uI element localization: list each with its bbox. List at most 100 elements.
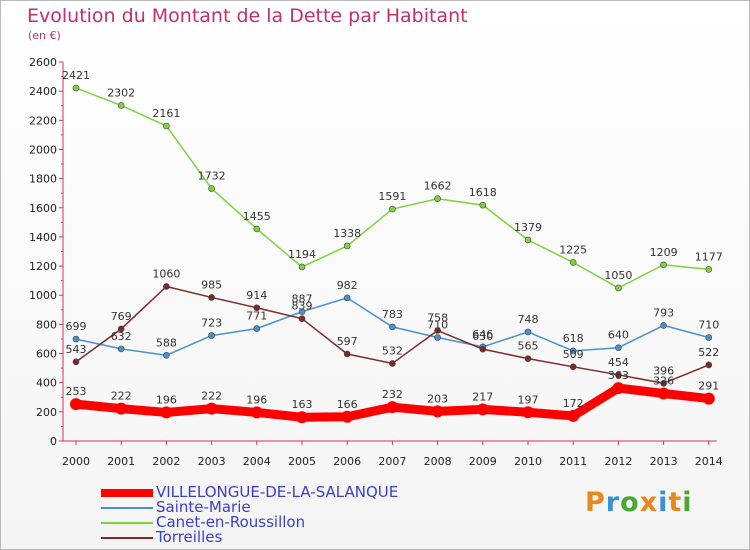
data-label: 839 <box>292 300 313 313</box>
data-point <box>569 363 577 371</box>
data-point <box>72 358 80 366</box>
data-point <box>250 406 263 419</box>
data-label: 232 <box>382 388 403 401</box>
data-point <box>615 284 622 292</box>
data-point <box>163 351 170 359</box>
data-label: 396 <box>653 364 674 377</box>
data-label: 632 <box>111 330 132 343</box>
data-label: 222 <box>111 390 132 403</box>
data-label: 887 <box>292 293 313 306</box>
data-point <box>115 402 128 415</box>
legend-swatch <box>101 522 153 524</box>
y-tick-label: 2400 <box>29 85 57 98</box>
data-label: 253 <box>66 385 87 398</box>
data-point <box>569 259 577 266</box>
data-point <box>522 406 534 419</box>
data-point <box>567 409 580 422</box>
data-label: 509 <box>563 348 584 361</box>
chart-title: Evolution du Montant de la Dette par Hab… <box>27 5 468 27</box>
y-tick-label: 2000 <box>29 143 57 156</box>
data-label: 1379 <box>514 221 542 234</box>
data-point <box>72 84 80 92</box>
data-label: 2421 <box>62 69 90 82</box>
data-label: 326 <box>653 374 674 387</box>
data-label: 172 <box>563 397 584 410</box>
data-point <box>705 361 713 369</box>
data-point <box>702 392 715 405</box>
data-point <box>479 345 487 353</box>
data-point <box>569 347 577 355</box>
x-tick-label: 2004 <box>243 455 271 468</box>
data-point <box>389 205 396 213</box>
chart-subtitle: (en €) <box>28 29 61 42</box>
data-point <box>615 371 622 379</box>
data-point <box>660 379 667 387</box>
y-tick-label: 1000 <box>29 289 57 302</box>
y-tick-label: 1200 <box>29 260 57 273</box>
data-label: 914 <box>246 289 267 302</box>
data-label: 1732 <box>198 170 226 183</box>
legend-swatch <box>101 507 153 509</box>
data-point <box>298 315 306 322</box>
data-label: 985 <box>201 278 222 291</box>
legend-label: Torreilles <box>156 528 223 546</box>
data-label: 699 <box>66 320 87 333</box>
data-point <box>386 401 399 414</box>
x-tick-label: 2005 <box>288 455 316 468</box>
data-label: 646 <box>472 328 493 341</box>
data-point <box>657 387 670 400</box>
data-label: 748 <box>518 313 539 326</box>
data-label: 588 <box>156 336 177 349</box>
data-label: 1618 <box>469 186 497 199</box>
data-point <box>72 335 80 343</box>
x-tick-label: 2000 <box>62 455 90 468</box>
data-point <box>70 398 82 411</box>
x-tick-label: 2009 <box>469 455 497 468</box>
data-label: 1050 <box>604 269 632 282</box>
data-point <box>205 402 218 415</box>
y-tick-label: 400 <box>36 377 57 390</box>
data-label: 723 <box>201 317 222 330</box>
data-point <box>612 382 625 395</box>
data-point <box>389 360 396 367</box>
data-label: 710 <box>427 319 448 332</box>
data-point <box>253 225 261 233</box>
x-tick-label: 2013 <box>650 455 678 468</box>
data-point <box>434 327 441 334</box>
x-tick-label: 2007 <box>378 455 406 468</box>
data-point <box>479 201 487 209</box>
x-tick-label: 2003 <box>198 455 226 468</box>
data-point <box>524 236 532 244</box>
brand-logo: Proxiti <box>585 487 693 518</box>
y-tick-label: 0 <box>50 435 57 448</box>
data-label: 2302 <box>107 86 135 99</box>
x-tick-label: 2008 <box>424 455 452 468</box>
data-label: 1662 <box>424 180 452 193</box>
data-point <box>343 242 351 250</box>
y-tick-label: 200 <box>36 406 57 419</box>
data-point <box>476 403 489 416</box>
data-point <box>524 355 532 362</box>
data-label: 783 <box>382 308 403 321</box>
data-point <box>208 185 215 192</box>
data-point <box>117 102 125 109</box>
data-point <box>163 122 170 130</box>
data-label: 363 <box>608 369 629 382</box>
legend-label: Canet-en-Roussillon <box>156 513 306 531</box>
data-label: 771 <box>246 310 267 323</box>
y-tick-label: 1800 <box>29 173 57 186</box>
y-tick-label: 1400 <box>29 231 57 244</box>
data-label: 196 <box>246 393 267 406</box>
data-label: 1338 <box>333 227 361 240</box>
x-tick-label: 2010 <box>514 455 542 468</box>
data-point <box>117 325 125 333</box>
data-point <box>660 322 667 329</box>
data-point <box>208 332 215 339</box>
data-label: 640 <box>608 329 629 342</box>
data-label: 222 <box>201 390 222 403</box>
data-label: 597 <box>337 335 358 348</box>
data-label: 769 <box>111 310 132 323</box>
data-point <box>389 323 396 331</box>
data-point <box>163 283 170 290</box>
